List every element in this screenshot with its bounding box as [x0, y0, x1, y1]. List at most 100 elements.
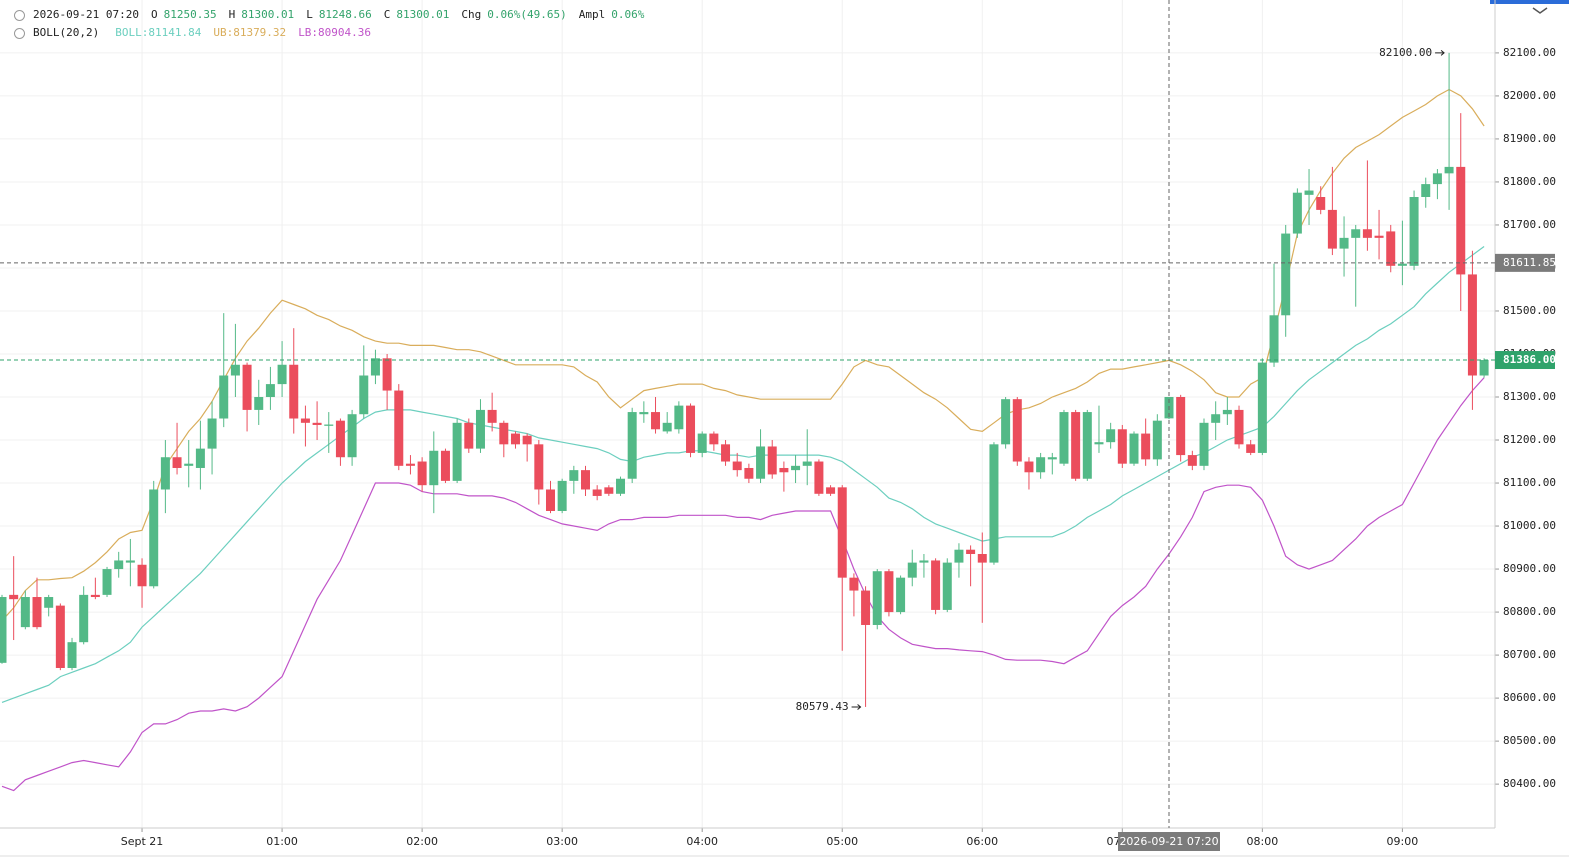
y-tick-label: 81800.00 — [1503, 175, 1556, 188]
x-tick-label: 01:00 — [266, 835, 298, 848]
x-tick-label: 08:00 — [1247, 835, 1279, 848]
candle-body — [592, 489, 602, 496]
candle-body — [1316, 196, 1326, 210]
candle-body — [545, 489, 555, 511]
y-tick-label: 80500.00 — [1503, 734, 1556, 747]
candle-body — [966, 549, 976, 555]
candle-body — [651, 412, 661, 430]
candle-body — [254, 397, 264, 410]
candle-body — [721, 444, 731, 462]
y-tick-label: 80700.00 — [1503, 648, 1556, 661]
candle-body — [265, 384, 275, 398]
toggle-icon[interactable] — [14, 9, 25, 21]
crosshair-y-tag — [1495, 253, 1555, 272]
y-tick-label: 82000.00 — [1503, 89, 1556, 102]
field-label: C — [383, 8, 391, 21]
candle-body — [674, 405, 684, 430]
candle-body — [79, 594, 89, 643]
candle-body — [184, 463, 194, 466]
candle-body — [1176, 397, 1186, 456]
candle-body — [1467, 274, 1477, 376]
candle-body — [604, 487, 614, 494]
candle-body — [1374, 235, 1384, 238]
legend-entry: LB:80904.36 — [298, 26, 372, 39]
candle-body — [569, 470, 579, 481]
candle-body — [405, 463, 415, 466]
candle-body — [160, 457, 170, 490]
candle-body — [1001, 399, 1011, 445]
candle-body — [1047, 457, 1057, 460]
candle-body — [779, 467, 789, 473]
candle-body — [1222, 409, 1232, 415]
y-tick-label: 80400.00 — [1503, 777, 1556, 790]
y-tick-label: 81000.00 — [1503, 519, 1556, 532]
candle-body — [499, 422, 509, 445]
last-price-label: 81386.00 — [1503, 353, 1556, 366]
crosshair-y-label: 81611.85 — [1503, 256, 1556, 269]
candle-body — [1444, 166, 1454, 174]
candle-body — [1456, 166, 1466, 275]
candle-body — [44, 597, 54, 608]
candle-body — [534, 444, 544, 490]
candle-body — [1479, 360, 1489, 376]
candle-body — [1024, 461, 1034, 473]
field-value: 0.06% — [611, 8, 645, 21]
candle-body — [324, 424, 334, 426]
candle-body — [359, 375, 369, 415]
candle-body — [1152, 420, 1162, 460]
window-bar — [1490, 0, 1569, 4]
candle-body — [931, 560, 941, 610]
field-value: 81300.01 — [241, 8, 295, 21]
candle-body — [67, 642, 77, 668]
candle-body — [1094, 442, 1104, 445]
candle-body — [1397, 263, 1407, 266]
collapse-chevron[interactable] — [1532, 7, 1548, 14]
candle-body — [90, 594, 100, 598]
candle-body — [464, 422, 474, 449]
candle-body — [1386, 231, 1396, 266]
candle-body — [872, 571, 882, 625]
candle-body — [195, 448, 205, 468]
y-tick-label: 81100.00 — [1503, 476, 1556, 489]
y-tick-label: 81500.00 — [1503, 304, 1556, 317]
field-label: Chg — [461, 8, 482, 21]
y-tick-label: 81700.00 — [1503, 218, 1556, 231]
candle-body — [1269, 315, 1279, 363]
candle-body — [744, 467, 754, 479]
candle-body — [557, 480, 567, 511]
candle-body — [1234, 409, 1244, 445]
grid — [0, 0, 1495, 828]
y-tick-label: 80900.00 — [1503, 562, 1556, 575]
band-line — [1, 377, 1485, 792]
legend-entry: BOLL:81141.84 — [115, 26, 202, 39]
candle-body — [639, 412, 649, 415]
toggle-icon[interactable] — [14, 27, 25, 39]
candle-body — [370, 358, 380, 376]
candle-body — [849, 577, 859, 591]
extreme-arrow — [1435, 50, 1445, 56]
candle-body — [1082, 412, 1092, 479]
candle-body — [837, 487, 847, 578]
candle-body — [475, 409, 485, 449]
candle-body — [440, 450, 450, 481]
candle-body — [1351, 229, 1361, 238]
candle-body — [55, 605, 65, 668]
x-tick-label: 02:00 — [406, 835, 438, 848]
candle-body — [102, 569, 112, 595]
field-value: 81250.35 — [163, 8, 217, 21]
candle-body — [767, 446, 777, 475]
candle-body — [1281, 233, 1291, 316]
candle-body — [1362, 229, 1372, 238]
candle-body — [1117, 429, 1127, 464]
candle-body — [242, 364, 252, 410]
y-tick-label: 80800.00 — [1503, 605, 1556, 618]
candle-body — [919, 560, 929, 563]
candle-body — [510, 433, 520, 445]
candle-body — [277, 364, 287, 385]
candle-body — [114, 560, 124, 570]
header-time: 2026-09-21 07:20 — [33, 8, 139, 21]
field-value: 81248.66 — [318, 8, 372, 21]
candle-body — [709, 433, 719, 445]
y-tick-label: 81200.00 — [1503, 433, 1556, 446]
candle-body — [616, 478, 626, 494]
